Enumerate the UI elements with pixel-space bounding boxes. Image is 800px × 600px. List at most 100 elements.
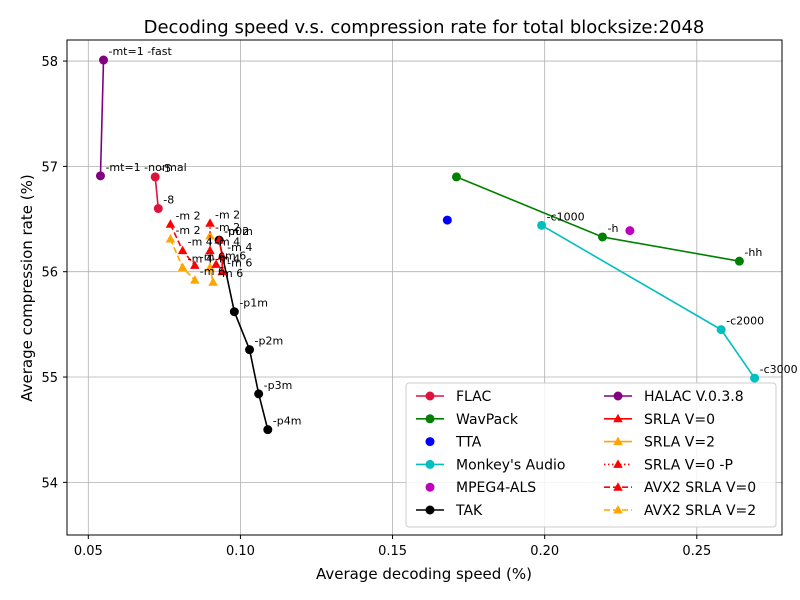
legend-item: AVX2 SRLA V=2 — [604, 503, 756, 519]
point-label: -c3000 — [760, 363, 798, 376]
y-tick-label: 54 — [41, 476, 58, 491]
y-tick-label: 58 — [41, 55, 58, 70]
x-axis-label: Average decoding speed (%) — [316, 565, 532, 583]
plot-frame — [66, 39, 783, 536]
legend-label: MPEG4-ALS — [456, 480, 536, 496]
data-point — [208, 277, 218, 286]
data-point — [451, 172, 461, 182]
legend-marker — [425, 391, 435, 401]
data-point — [245, 345, 255, 355]
legend-label: AVX2 SRLA V=0 — [644, 480, 756, 496]
y-tick-label: 55 — [41, 371, 58, 386]
series-halac-v-0-3-8 — [95, 55, 109, 181]
data-point — [217, 250, 227, 260]
data-point — [205, 218, 215, 227]
series-layer — [95, 55, 760, 435]
x-tick-label: 0.15 — [378, 544, 407, 559]
legend-marker — [613, 505, 623, 514]
data-point — [442, 215, 452, 225]
point-label: -m 6 — [218, 267, 243, 280]
series-monkey-s-audio — [537, 220, 760, 383]
point-label: -5 — [160, 162, 171, 175]
series-flac — [150, 172, 163, 214]
chart-title: Decoding speed v.s. compression rate for… — [144, 17, 705, 38]
legend-item: SRLA V=0 -P — [604, 457, 733, 473]
data-point — [205, 245, 215, 255]
legend-item: SRLA V=0 — [604, 412, 715, 428]
data-point — [597, 232, 607, 242]
point-label: -m 2 — [215, 208, 240, 221]
data-point — [153, 204, 163, 214]
data-point — [254, 389, 264, 399]
data-point — [99, 55, 109, 65]
legend-label: SRLA V=2 — [644, 435, 715, 451]
legend-label: HALAC V.0.3.8 — [644, 389, 744, 405]
point-label: -m 4 — [215, 252, 240, 265]
series-mpeg4-als — [625, 226, 635, 236]
point-label: -hh — [744, 246, 762, 259]
data-point — [750, 373, 760, 383]
legend-item: Monkey's Audio — [416, 457, 565, 473]
series-avx2-srla-v-0 — [165, 219, 200, 269]
point-label: -mt=1 -normal — [105, 161, 186, 174]
point-label: -p3m — [264, 379, 293, 392]
x-tick-label: 0.10 — [226, 544, 255, 559]
point-label: -m 2 — [175, 209, 200, 222]
legend: FLAC WavPack TTA Monkey's Audio MPEG4-ALS TAK… — [405, 382, 777, 528]
point-label: -m 4 — [227, 241, 252, 254]
legend-label: Monkey's Audio — [456, 457, 565, 473]
series-line — [209, 223, 217, 265]
point-label: -p1m — [239, 297, 268, 310]
data-point — [190, 275, 200, 284]
x-tick-label: 0.20 — [530, 544, 559, 559]
axis-ticks: 0.05 0.10 0.15 0.20 0.25 54 55 56 57 58 — [41, 55, 711, 559]
point-label: -h — [607, 222, 618, 235]
data-point — [716, 325, 726, 335]
legend-item: AVX2 SRLA V=0 — [604, 480, 756, 496]
data-point — [165, 219, 176, 228]
data-point — [165, 234, 176, 243]
legend-marker — [613, 391, 623, 401]
legend-marker — [613, 436, 623, 446]
series-tak — [214, 235, 273, 435]
legend-item: WavPack — [416, 412, 519, 428]
point-label: -c2000 — [726, 315, 764, 328]
x-tick-label: 0.25 — [682, 544, 711, 559]
point-label: -m 6 — [200, 265, 225, 278]
point-label: -m 2 — [224, 225, 249, 238]
y-tick-label: 56 — [41, 266, 58, 281]
point-label: -m 4 — [215, 236, 240, 249]
series-tta — [442, 215, 452, 225]
data-point — [214, 235, 224, 244]
point-label: -p2m — [255, 335, 284, 348]
point-label: -p0m — [224, 225, 253, 238]
legend-marker — [425, 459, 435, 469]
point-label: -8 — [163, 194, 174, 207]
data-point — [190, 260, 200, 269]
legend-marker — [425, 482, 435, 492]
legend-label: TAK — [455, 503, 483, 519]
legend-marker — [613, 482, 623, 491]
legend-item: SRLA V=2 — [604, 435, 715, 451]
data-point — [205, 262, 215, 271]
legend-box — [405, 382, 777, 528]
data-point — [625, 226, 635, 236]
data-point — [217, 266, 227, 276]
legend-label: AVX2 SRLA V=2 — [644, 503, 756, 519]
point-annotations: -5 -8 -h -hh -c1000 -c2000 -c3000 -p0m -p1m -p2m -… — [105, 45, 797, 428]
series-avx2-srla-v-2 — [165, 234, 200, 284]
y-tick-label: 57 — [41, 160, 58, 175]
legend-marker — [613, 459, 623, 468]
series-line — [99, 59, 105, 176]
point-label: -m 6 — [221, 249, 246, 262]
legend-label: SRLA V=0 -P — [644, 457, 733, 473]
data-point — [537, 220, 547, 230]
data-point — [211, 259, 221, 268]
data-point — [177, 245, 188, 255]
point-label: -mt=1 -fast — [109, 45, 173, 58]
legend-item: FLAC — [416, 389, 492, 405]
point-label: -m 2 — [215, 221, 240, 234]
data-point — [177, 262, 188, 271]
series-srla-v-0 — [214, 235, 227, 276]
